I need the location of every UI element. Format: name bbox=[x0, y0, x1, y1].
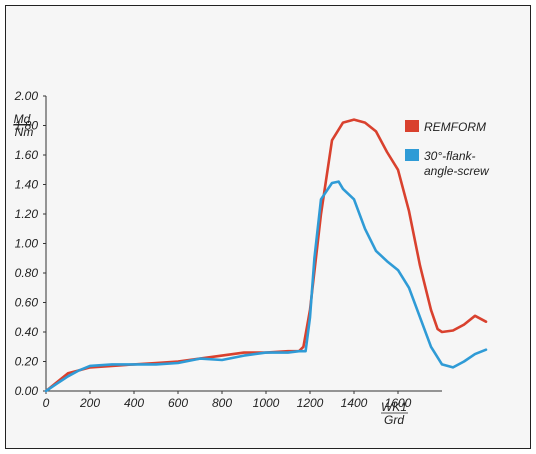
x-unit-label: WK1 Grd bbox=[381, 400, 408, 427]
y-tick-label: 0.20 bbox=[15, 355, 39, 369]
y-axis-ticks: 0.00 0.20 0.40 0.60 0.80 1.00 1.20 1.40 1.60 1.80… bbox=[14, 89, 46, 398]
axes bbox=[45, 96, 442, 392]
x-tick-label: 1000 bbox=[253, 396, 280, 410]
y-tick-label: 0.60 bbox=[15, 296, 39, 310]
x-axis-ticks: 0 200 400 600 800 1000 1200 1400 1600 bbox=[43, 391, 412, 410]
legend-swatch-remform bbox=[405, 120, 419, 132]
x-tick-label: 600 bbox=[168, 396, 188, 410]
series-line-30-flank-angle-screw bbox=[44, 180, 488, 393]
y-tick-label: 1.00 bbox=[15, 237, 39, 251]
x-tick-label: 800 bbox=[212, 396, 232, 410]
x-unit-name: WK1 bbox=[381, 400, 407, 414]
y-tick-label: 0.80 bbox=[15, 266, 39, 280]
series-line-remform bbox=[44, 118, 488, 393]
y-unit-name: Md bbox=[14, 112, 31, 126]
y-tick-label: 1.80 bbox=[15, 119, 39, 133]
y-tick-label: 2.00 bbox=[14, 89, 39, 103]
x-tick-label: 0 bbox=[43, 396, 50, 410]
y-unit-unit: Nm bbox=[15, 125, 34, 139]
legend-swatch-30-flank-angle-screw bbox=[405, 149, 419, 161]
series-layer bbox=[44, 118, 488, 393]
y-unit-label: Md Nm bbox=[13, 112, 33, 139]
legend-label-30-flank-angle-screw: 30°-flank-angle-screw bbox=[424, 149, 490, 178]
x-tick-label: 200 bbox=[79, 396, 100, 410]
y-tick-label: 0.00 bbox=[15, 384, 39, 398]
y-tick-label: 1.60 bbox=[15, 148, 39, 162]
legend-item-30-flank-angle-screw: 30°-flank-angle-screw bbox=[405, 149, 490, 178]
chart-frame bbox=[5, 5, 531, 449]
legend-label-remform: REMFORM bbox=[424, 120, 486, 134]
legend-item-remform: REMFORM bbox=[405, 120, 486, 134]
y-tick-label: 1.20 bbox=[15, 207, 39, 221]
y-tick-label: 1.40 bbox=[15, 178, 39, 192]
x-tick-label: 1600 bbox=[385, 396, 412, 410]
y-tick-label: 0.40 bbox=[15, 325, 39, 339]
x-unit-unit: Grd bbox=[384, 413, 404, 427]
x-tick-label: 400 bbox=[124, 396, 144, 410]
x-tick-label: 1400 bbox=[341, 396, 368, 410]
legend: REMFORM 30°-flank-angle-screw bbox=[405, 120, 490, 178]
x-tick-label: 1200 bbox=[297, 396, 324, 410]
